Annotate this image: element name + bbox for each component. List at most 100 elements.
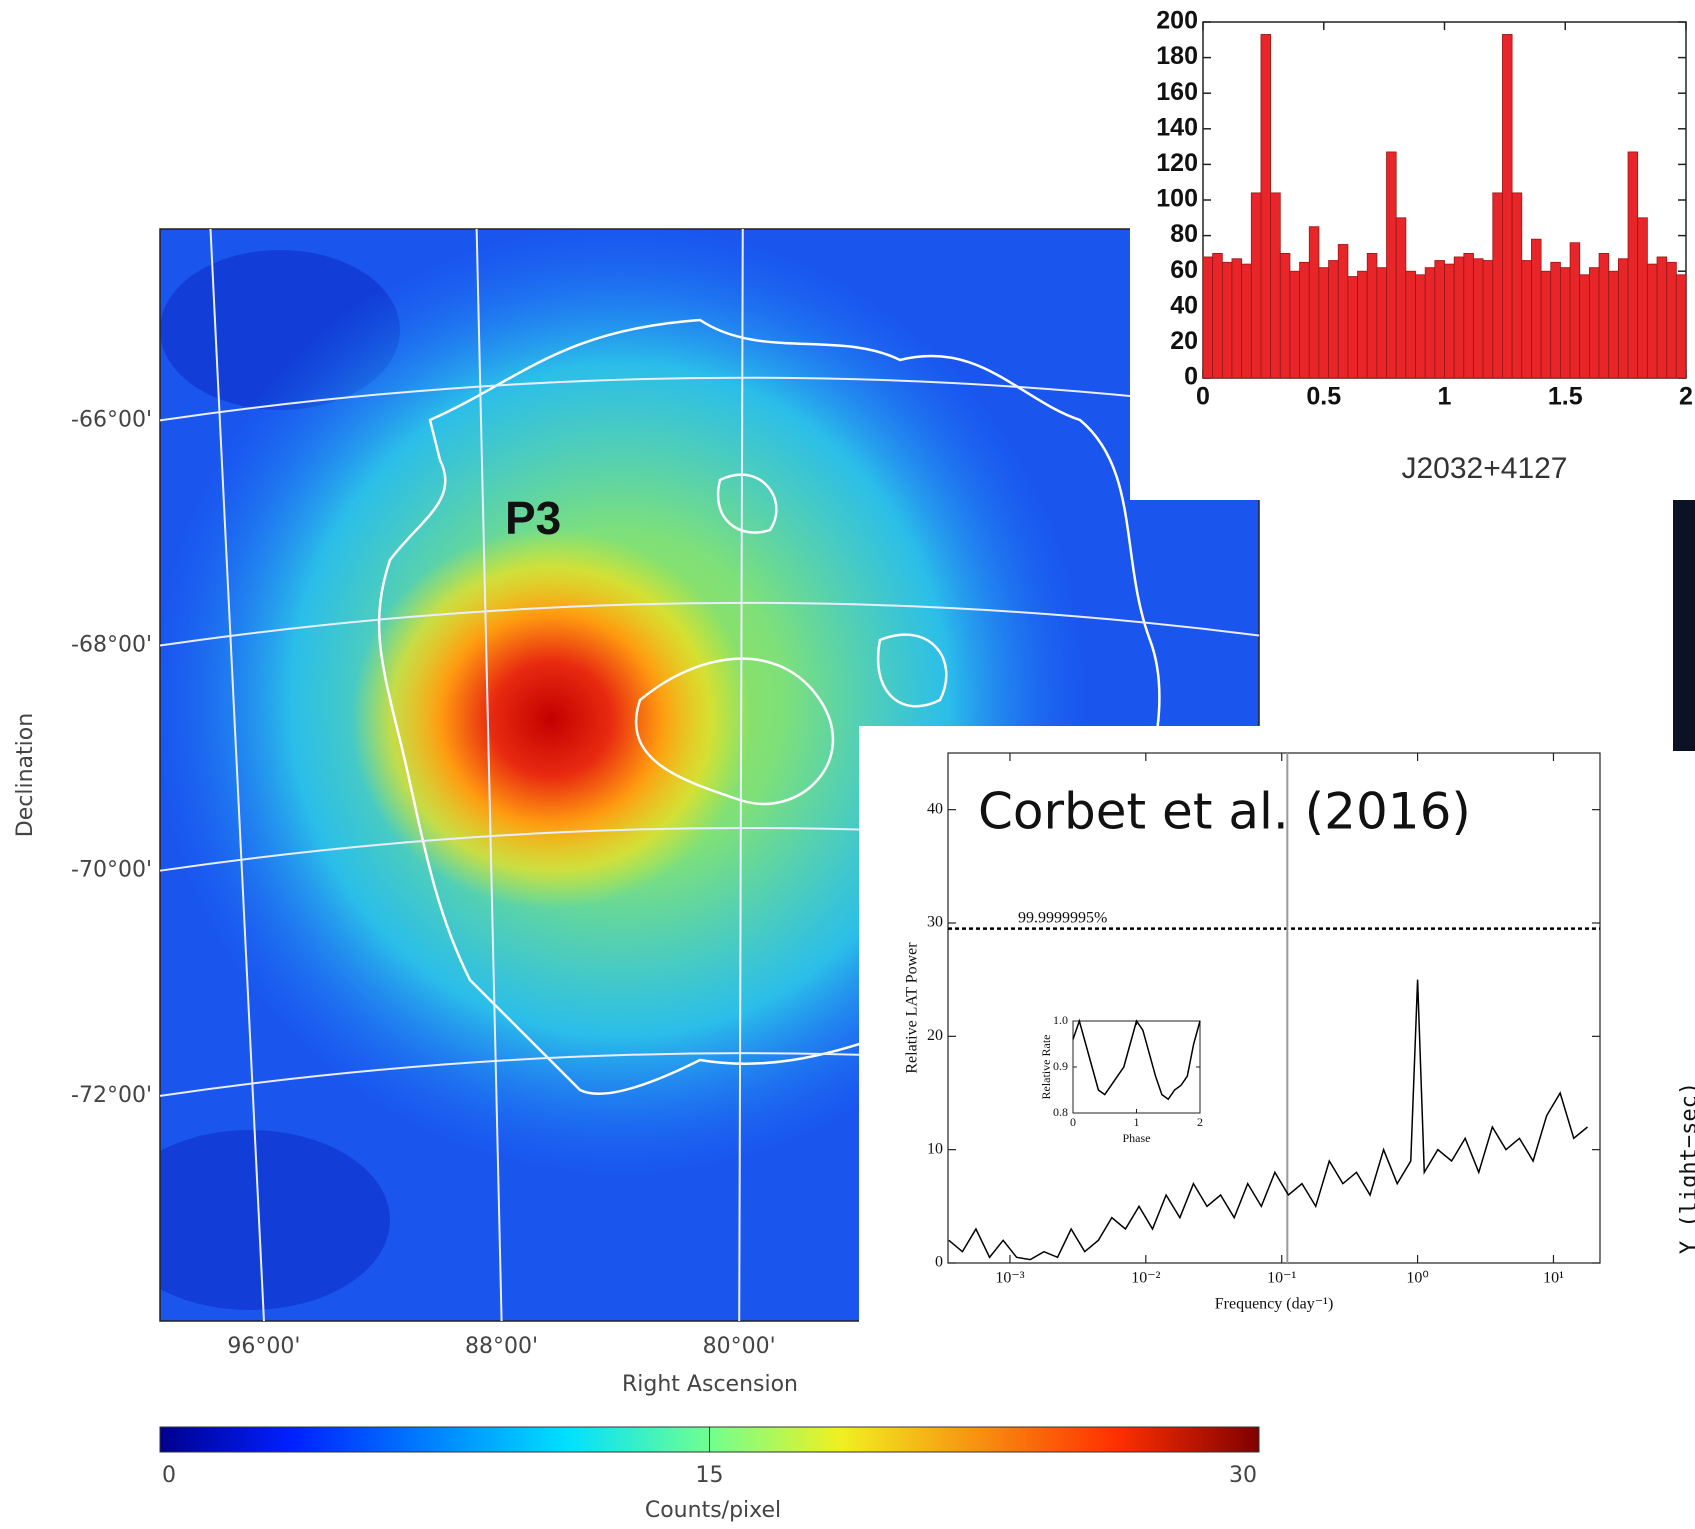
y-tick-label: 100	[1156, 185, 1198, 213]
bar	[1260, 34, 1272, 379]
y-tick-label: 40	[927, 800, 943, 817]
x-tick-label: 1	[1438, 383, 1452, 411]
x-tick-label: 10⁰	[1406, 1270, 1428, 1287]
colorbar-tick-label: 30	[1229, 1463, 1257, 1488]
y-tick-label: 180	[1156, 42, 1198, 70]
bar	[1550, 261, 1561, 379]
x-tick-label: 10⁻¹	[1267, 1270, 1296, 1287]
bar	[1318, 267, 1329, 379]
bar	[1231, 258, 1243, 379]
y-tick-label: 160	[1156, 78, 1198, 106]
x-tick-label: 10¹	[1543, 1270, 1564, 1287]
bar	[1250, 192, 1262, 379]
x-axis-label: Frequency (day⁻¹)	[1215, 1295, 1334, 1312]
bar	[1646, 263, 1658, 379]
contour	[634, 473, 948, 806]
x-axis-label: Right Ascension	[622, 1372, 798, 1397]
bar	[1299, 261, 1310, 379]
annotation: P3	[505, 492, 561, 544]
x-tick-label: 96°00'	[227, 1334, 300, 1359]
grid-line	[159, 376, 1260, 422]
bar	[1328, 260, 1339, 379]
bar	[1434, 260, 1445, 379]
bar	[1357, 270, 1368, 379]
grid-line	[209, 228, 265, 1322]
bar	[1395, 217, 1407, 379]
x-tick-label: 10⁻²	[1131, 1270, 1160, 1287]
y-axis-label: Relative LAT Power	[904, 942, 921, 1074]
colorbar-tick-label: 15	[696, 1463, 724, 1488]
y-tick-label: 10	[927, 1140, 943, 1157]
bar	[1366, 252, 1378, 379]
side-ylabel: Y (light−sec)	[1677, 1082, 1695, 1254]
bar	[1444, 263, 1455, 379]
bar	[1521, 260, 1532, 379]
bar	[1347, 276, 1358, 379]
bar	[1308, 226, 1320, 379]
y-tick-label: 0	[1184, 363, 1198, 391]
x-tick-label: 2	[1679, 383, 1693, 411]
bar	[1627, 151, 1639, 379]
bar	[1270, 192, 1281, 379]
y-tick-label: 20	[1170, 327, 1198, 355]
grid-line	[475, 228, 503, 1322]
bar	[1202, 256, 1214, 379]
x-tick-label: 1	[1134, 1115, 1140, 1129]
bar	[1675, 274, 1687, 379]
grid-line	[738, 228, 744, 1322]
bar	[1424, 267, 1436, 379]
bar	[1405, 270, 1416, 379]
bar	[1598, 252, 1610, 379]
y-axis-label: Declination	[13, 713, 38, 837]
x-tick-label: 0	[1070, 1115, 1076, 1129]
map-axes: 96°00' 88°00' 80°00' -66°00' -68°00' -70°00' -…	[13, 228, 1260, 1523]
bar	[1463, 252, 1474, 379]
colorbar-label: Counts/pixel	[645, 1498, 781, 1523]
y-tick-label: 80	[1170, 220, 1198, 248]
bar	[1473, 258, 1484, 379]
bar	[1637, 217, 1648, 379]
y-tick-label: 60	[1170, 256, 1198, 284]
annotation: Corbet et al. (2016)	[978, 783, 1471, 841]
y-tick-label: 120	[1156, 149, 1198, 177]
x-axis-label: Phase	[1123, 1131, 1151, 1145]
x-tick-label: 0	[1196, 383, 1210, 411]
data-line	[948, 979, 1588, 1261]
bar	[1279, 252, 1291, 379]
grid-line	[159, 601, 1260, 647]
chart-title: J2032+4127	[1402, 452, 1568, 485]
x-tick-label: 2	[1197, 1115, 1203, 1129]
bar	[1453, 256, 1465, 379]
colorbar-tick-label: 0	[162, 1463, 176, 1488]
y-tick-label: -70°00'	[71, 858, 152, 883]
bar	[1560, 267, 1571, 379]
bar	[1608, 270, 1619, 379]
plot-frame	[947, 752, 1601, 1264]
bar	[1502, 34, 1513, 379]
bar	[1656, 256, 1668, 379]
bar	[1589, 267, 1600, 379]
histogram-panel	[1130, 0, 1695, 500]
bar	[1212, 252, 1223, 379]
bar	[1666, 261, 1677, 379]
bar	[1617, 258, 1629, 379]
y-axis-label: Relative Rate	[1039, 1035, 1053, 1100]
y-tick-label: 200	[1156, 7, 1198, 35]
bar	[1337, 244, 1349, 379]
y-tick-label: -68°00'	[71, 633, 152, 658]
x-tick-label: 88°00'	[465, 1334, 538, 1359]
bar	[1482, 260, 1494, 379]
x-tick-label: 10⁻³	[995, 1270, 1024, 1287]
bar	[1386, 151, 1397, 379]
bar	[1540, 270, 1552, 379]
y-tick-label: 0.9	[1053, 1059, 1068, 1073]
bar	[1492, 192, 1503, 379]
y-tick-label: 140	[1156, 113, 1198, 141]
x-tick-label: 1.5	[1548, 383, 1583, 411]
y-tick-label: 20	[927, 1027, 943, 1044]
threshold-label: 99.9999995%	[1018, 909, 1107, 926]
y-tick-label: -66°00'	[71, 407, 152, 432]
bar	[1289, 270, 1300, 379]
x-tick-label: 80°00'	[703, 1334, 776, 1359]
bar	[1241, 263, 1252, 379]
